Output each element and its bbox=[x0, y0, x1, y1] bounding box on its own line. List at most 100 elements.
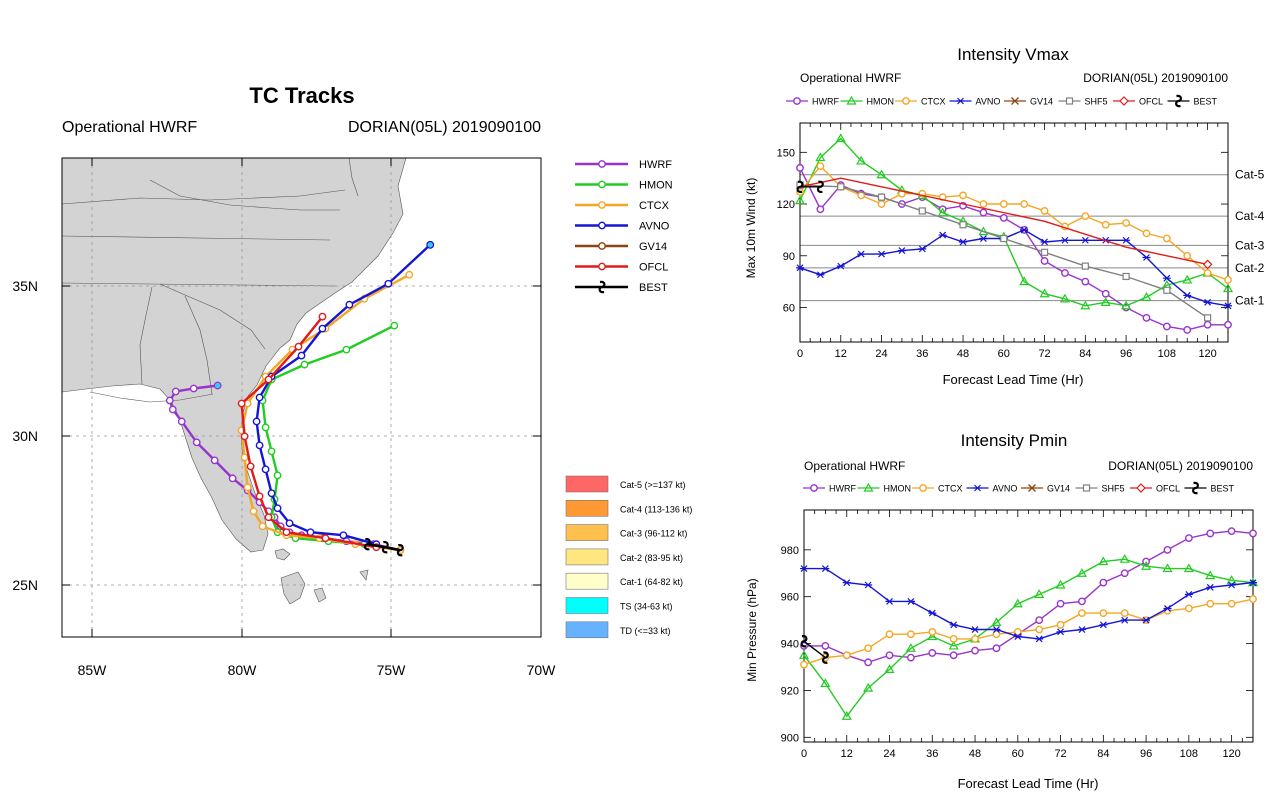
pmin-y-label: Min Pressure (hPa) bbox=[745, 578, 759, 681]
data-point-hwrf bbox=[1162, 322, 1171, 331]
best-track-symbol bbox=[381, 541, 389, 554]
track-point bbox=[339, 531, 348, 540]
data-point-shf5 bbox=[1040, 248, 1049, 256]
track-point bbox=[267, 447, 276, 456]
x-tick-label: 72 bbox=[1038, 348, 1050, 360]
legend-marker bbox=[598, 201, 606, 209]
legend-label: GV14 bbox=[1047, 484, 1070, 494]
legend-marker-hmon bbox=[863, 482, 874, 492]
track-point bbox=[246, 462, 255, 471]
lon-tick-label: 70W bbox=[527, 662, 557, 678]
legend-marker-hwrf bbox=[793, 97, 801, 105]
category-swatch bbox=[565, 621, 609, 639]
data-point-hwrf bbox=[949, 651, 958, 660]
track-point bbox=[261, 465, 270, 474]
data-point-avno bbox=[1077, 626, 1086, 633]
data-point-ctcx bbox=[816, 162, 825, 171]
data-point-avno bbox=[1035, 635, 1044, 643]
map-frame bbox=[61, 157, 542, 638]
data-point-hwrf bbox=[1203, 320, 1212, 329]
legend-marker-hwrf bbox=[810, 484, 818, 492]
plot-frame bbox=[799, 122, 1229, 343]
track-point bbox=[345, 300, 354, 309]
data-point-ctcx bbox=[1122, 219, 1130, 227]
data-point-ctcx bbox=[800, 660, 808, 669]
category-label: TD (<=33 kt) bbox=[620, 626, 671, 636]
data-point-ctcx bbox=[1249, 595, 1257, 603]
track-point bbox=[318, 312, 327, 321]
data-point-avno bbox=[992, 626, 1001, 633]
map-tick-labels: 85W 80W 75W 70W 35N 30N 25N bbox=[12, 278, 556, 678]
data-point-hmon bbox=[1226, 575, 1237, 584]
data-point-hmon bbox=[1141, 561, 1152, 570]
category-label: Cat-3 (96-112 kt) bbox=[620, 529, 687, 539]
y-tick-label: 120 bbox=[777, 199, 795, 211]
legend-label: CTCX bbox=[921, 97, 946, 107]
legend-marker-ofcl bbox=[1136, 483, 1146, 493]
y-tick-label: 960 bbox=[781, 592, 799, 604]
legend-marker-shf5 bbox=[1082, 484, 1091, 492]
x-tick-label: 96 bbox=[1120, 348, 1132, 360]
data-point-best bbox=[800, 635, 808, 648]
track-point bbox=[390, 321, 399, 330]
data-point-avno bbox=[897, 247, 906, 255]
data-point-hwrf bbox=[864, 658, 873, 667]
x-tick-label: 84 bbox=[1097, 748, 1109, 760]
map-ticks bbox=[62, 158, 542, 637]
track-point bbox=[273, 504, 282, 513]
series-line-best bbox=[803, 640, 826, 659]
data-point-hmon bbox=[937, 207, 948, 217]
data-point-avno bbox=[1122, 236, 1131, 244]
track-point bbox=[255, 441, 264, 450]
data-point-hwrf bbox=[1163, 545, 1172, 554]
data-point-hmon bbox=[884, 664, 895, 673]
data-point-hwrf bbox=[1061, 269, 1069, 277]
track-point bbox=[285, 519, 294, 528]
track-legend: HWRF HMON CTCX AVNO GV14 OFCL BEST bbox=[575, 159, 673, 294]
track-point bbox=[168, 405, 177, 414]
data-point-hmon bbox=[1121, 300, 1132, 310]
data-point-hmon bbox=[1059, 293, 1070, 303]
track-point bbox=[297, 351, 306, 360]
data-point-ctcx bbox=[1081, 212, 1090, 221]
track-point bbox=[237, 399, 246, 408]
data-point-avno bbox=[1142, 254, 1151, 261]
track-point bbox=[384, 279, 393, 288]
data-point-hmon bbox=[905, 643, 916, 652]
data-point-ctcx bbox=[907, 630, 915, 639]
data-point-hwrf bbox=[1040, 257, 1049, 265]
data-point-hmon bbox=[798, 650, 810, 659]
best-track-symbol bbox=[396, 544, 404, 557]
data-point-avno bbox=[857, 250, 866, 258]
track-point bbox=[264, 513, 273, 522]
data-point-hmon bbox=[876, 169, 887, 179]
y-tick-label: 940 bbox=[781, 639, 799, 651]
data-point-avno bbox=[816, 271, 825, 279]
track-point bbox=[189, 384, 198, 393]
legend-label: OFCL bbox=[1139, 97, 1163, 107]
data-point-hwrf bbox=[992, 644, 1001, 653]
legend-label: GV14 bbox=[639, 241, 667, 253]
pmin-legend: HWRF HMON CTCX AVNO GV14 SHF5 OFCL BEST bbox=[803, 481, 1235, 495]
data-point-avno bbox=[1224, 302, 1232, 310]
data-point-hwrf bbox=[1142, 313, 1151, 322]
data-point-hmon bbox=[948, 640, 959, 650]
series-line-avno bbox=[799, 229, 1229, 307]
data-point-shf5 bbox=[1163, 286, 1171, 294]
x-tick-label: 108 bbox=[1180, 748, 1198, 760]
data-point-hwrf bbox=[971, 646, 979, 655]
data-point-hmon bbox=[835, 133, 846, 143]
track-point bbox=[261, 423, 270, 432]
data-point-ctcx bbox=[885, 630, 894, 639]
pmin-title: Intensity Pmin bbox=[961, 431, 1068, 450]
data-point-avno bbox=[938, 231, 947, 239]
legend-marker-ctcx bbox=[919, 484, 927, 492]
category-label: Cat-4 (113-136 kt) bbox=[620, 504, 692, 514]
vmax-left-subtitle: Operational HWRF bbox=[800, 71, 901, 85]
data-point-ctcx bbox=[1184, 604, 1193, 613]
data-point-avno bbox=[877, 250, 886, 258]
data-point-hmon bbox=[1080, 300, 1091, 310]
lat-tick-label: 30N bbox=[12, 428, 38, 444]
category-swatch bbox=[565, 499, 609, 517]
data-point-best bbox=[816, 180, 824, 193]
